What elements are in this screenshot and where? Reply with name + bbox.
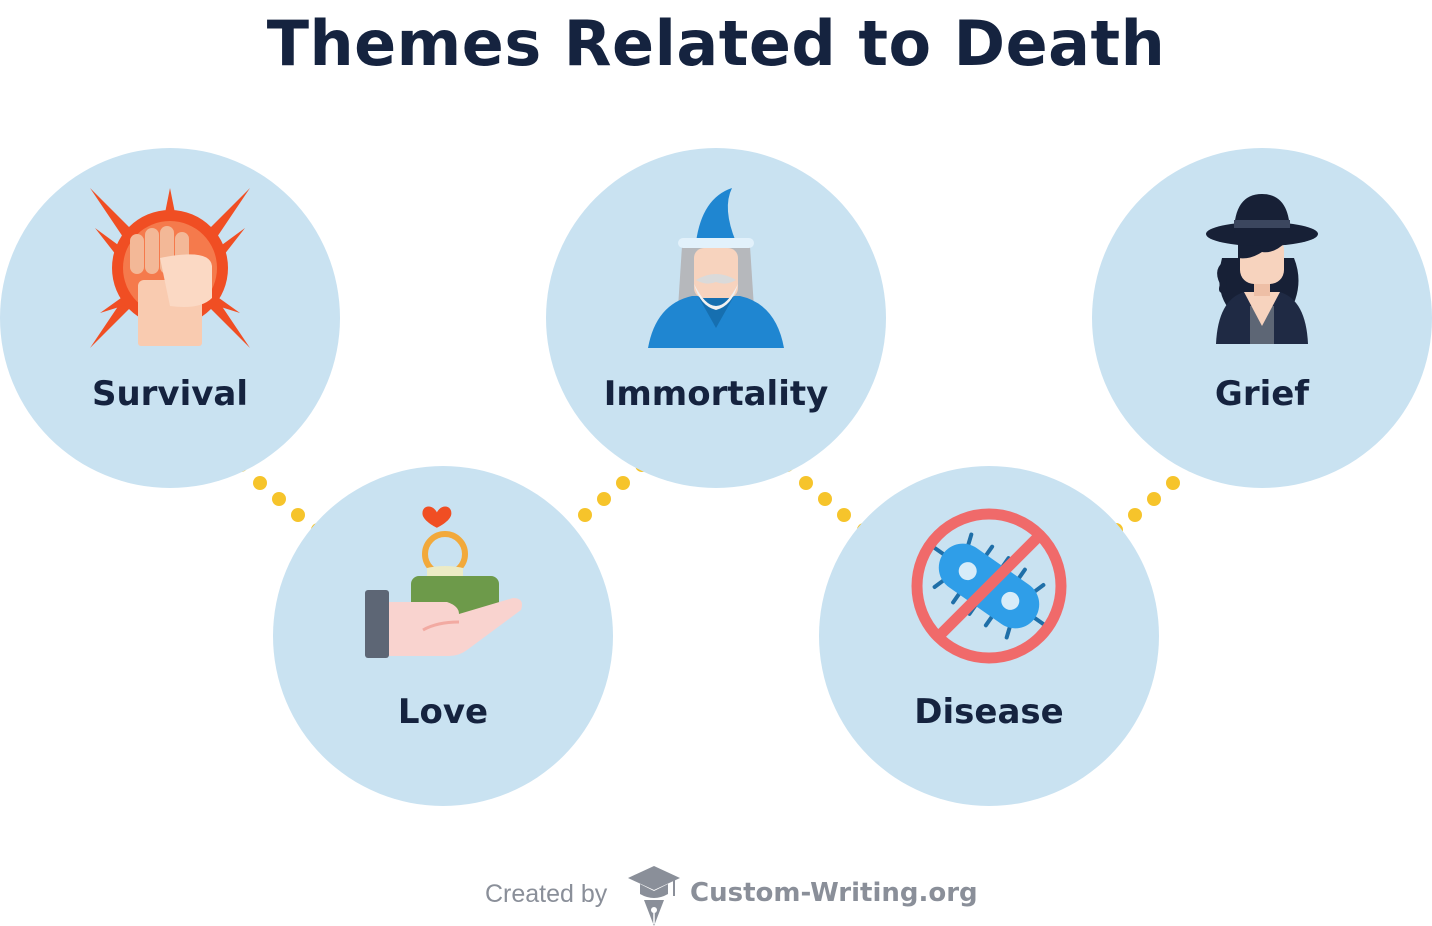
ring-offering-hand-icon bbox=[365, 506, 522, 658]
connector-dot bbox=[272, 492, 286, 506]
theme-circle-immortality: Immortality bbox=[546, 148, 886, 488]
footer-credit: Created by Custom-Writing.org bbox=[0, 862, 1432, 926]
theme-label: Disease bbox=[914, 692, 1064, 732]
brand-name[interactable]: Custom-Writing.org bbox=[690, 878, 978, 908]
theme-circle-grief: Grief bbox=[1092, 148, 1432, 488]
connector-dot bbox=[253, 476, 267, 490]
connector-dot bbox=[1166, 476, 1180, 490]
connector-dot bbox=[1128, 508, 1142, 522]
theme-label: Grief bbox=[1214, 374, 1310, 414]
graduation-cap-pen-logo bbox=[628, 866, 680, 926]
no-bacteria-icon bbox=[911, 508, 1067, 664]
diagram-title: Themes Related to Death bbox=[266, 7, 1166, 80]
connector-dot bbox=[291, 508, 305, 522]
connector-dot bbox=[1147, 492, 1161, 506]
theme-label: Immortality bbox=[603, 374, 829, 414]
theme-label: Survival bbox=[91, 374, 249, 414]
theme-circle-survival: Survival bbox=[0, 148, 340, 488]
theme-circle-disease: Disease bbox=[819, 466, 1159, 806]
connector-dot bbox=[799, 476, 813, 490]
raised-fist-icon bbox=[90, 188, 250, 348]
mourning-woman-icon bbox=[1206, 194, 1318, 344]
connector-dot bbox=[837, 508, 851, 522]
connector-dot bbox=[818, 492, 832, 506]
theme-circle-love: Love bbox=[273, 466, 613, 806]
connector-dot bbox=[616, 476, 630, 490]
connector-dot bbox=[578, 508, 592, 522]
connector-dot bbox=[597, 492, 611, 506]
created-by-text: Created by bbox=[485, 880, 608, 908]
wizard-icon bbox=[648, 188, 784, 348]
theme-label: Love bbox=[397, 692, 489, 732]
